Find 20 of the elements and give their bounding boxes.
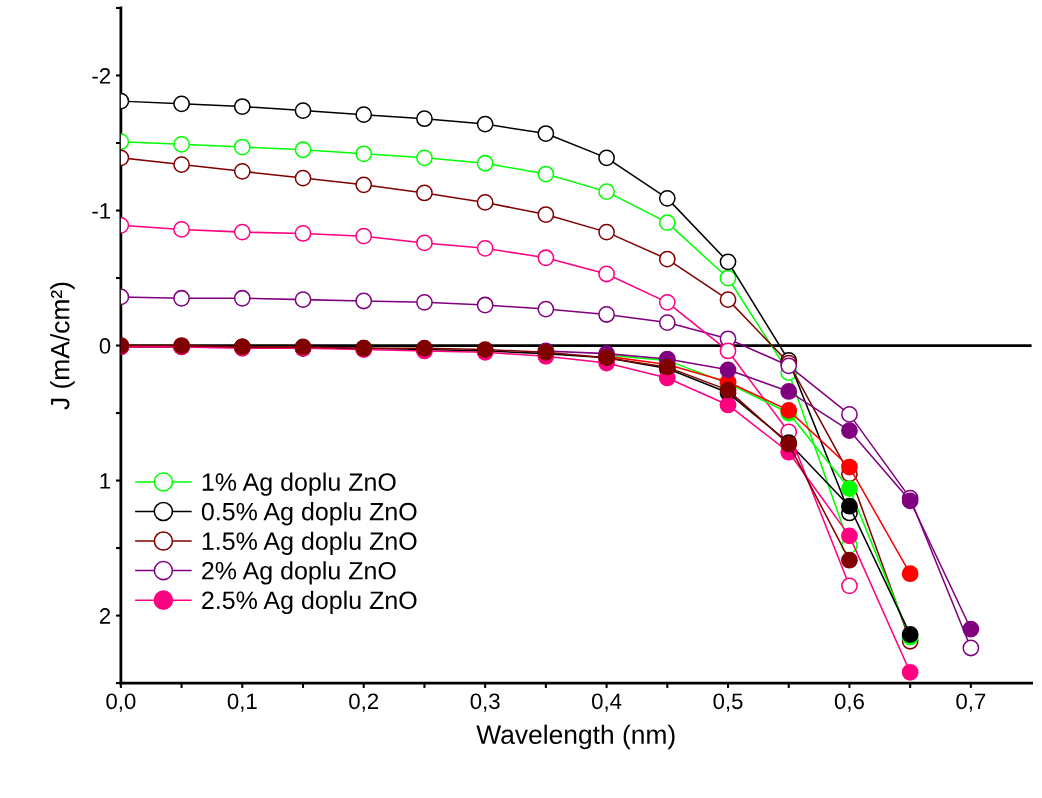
- x-tick-label: 0,7: [956, 693, 986, 712]
- x-tick-label: 0,6: [834, 693, 864, 712]
- y-tick-label: 0: [99, 338, 111, 354]
- x-tick-label: 0,0: [106, 693, 136, 712]
- legend-label: 1% Ag doplu ZnO: [202, 472, 396, 496]
- y-tick-label: 1: [100, 473, 111, 489]
- legend-label: 1.5% Ag doplu ZnO: [202, 531, 417, 555]
- legend-label: 2.5% Ag doplu ZnO: [202, 590, 417, 615]
- x-tick-label: 0,5: [713, 693, 743, 712]
- x-tick-label: 0,1: [227, 693, 257, 712]
- x-axis-title: Wavelength (nm): [476, 724, 675, 750]
- y-axis-title: J (mA/cm²): [50, 282, 75, 410]
- legend-label: 2% Ag doplu ZnO: [202, 561, 396, 585]
- y-tick-label: -2: [92, 68, 111, 84]
- x-tick-label: 0,4: [592, 693, 622, 712]
- x-tick-label: 0,2: [349, 693, 379, 712]
- legend-label: 0.5% Ag doplu ZnO: [201, 502, 417, 526]
- y-tick-label: 2: [99, 608, 111, 624]
- x-tick-label: 0,3: [470, 693, 500, 712]
- y-tick-label: -1: [92, 203, 111, 219]
